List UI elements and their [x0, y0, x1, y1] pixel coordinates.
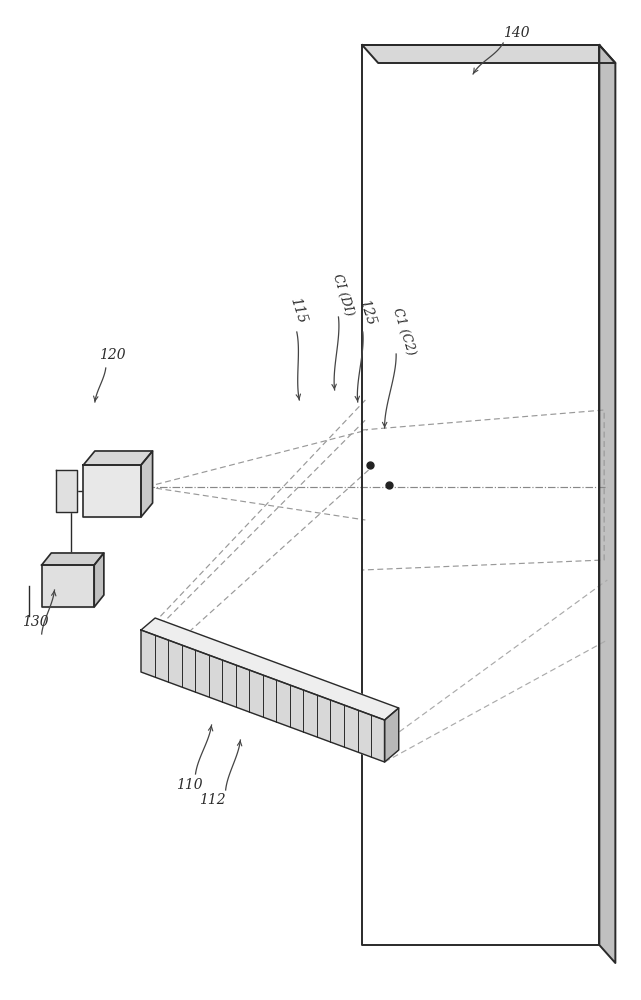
Text: 120: 120 — [99, 348, 126, 362]
Polygon shape — [362, 45, 599, 945]
Polygon shape — [56, 470, 77, 512]
Text: 110: 110 — [176, 778, 203, 792]
Polygon shape — [42, 565, 94, 607]
Polygon shape — [83, 465, 141, 517]
Text: 125: 125 — [356, 297, 378, 327]
Polygon shape — [599, 45, 615, 963]
Text: CI (DI): CI (DI) — [330, 272, 356, 318]
Polygon shape — [141, 618, 399, 720]
Text: 115: 115 — [287, 295, 309, 325]
Polygon shape — [83, 451, 153, 465]
Polygon shape — [42, 553, 104, 565]
Polygon shape — [141, 451, 153, 517]
Text: C1 (C2): C1 (C2) — [390, 307, 417, 357]
Text: 130: 130 — [22, 615, 49, 629]
Polygon shape — [141, 630, 385, 762]
Polygon shape — [94, 553, 104, 607]
Text: 112: 112 — [199, 793, 226, 807]
Polygon shape — [385, 708, 399, 762]
Polygon shape — [362, 45, 615, 63]
Text: 140: 140 — [503, 26, 529, 40]
